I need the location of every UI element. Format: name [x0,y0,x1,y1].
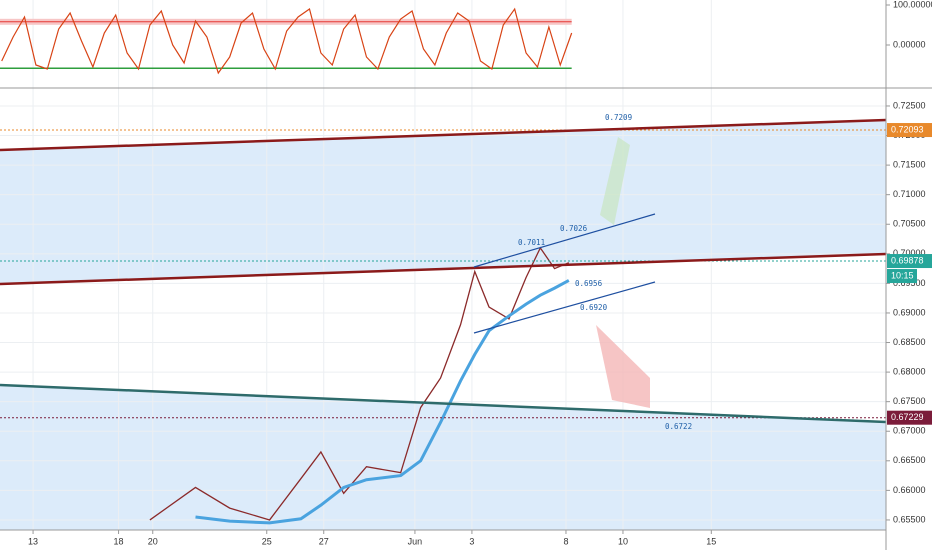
osc-y-tick-label: 0.00000 [893,39,926,49]
price-label: 0.69878 [891,255,924,265]
up-arrow [600,137,630,225]
annotation: 0.6920 [580,303,608,312]
x-tick-label: 8 [563,536,568,546]
y-tick-label: 0.72500 [893,100,926,110]
x-tick-label: 3 [469,536,474,546]
y-tick-label: 0.68000 [893,366,926,376]
channel-line [0,118,887,152]
x-tick-label: 25 [262,536,272,546]
series-line [195,279,570,525]
x-tick-label: Jun [408,536,423,546]
y-tick-label: 0.66000 [893,485,926,495]
y-tick-label: 0.71000 [893,189,926,199]
y-tick-label: 0.65500 [893,514,926,524]
annotation: 0.6722 [665,422,692,431]
osc-line [1,7,573,75]
y-tick-label: 0.67500 [893,396,926,406]
trend-line [0,383,887,424]
x-tick-label: 15 [706,536,716,546]
osc-y-tick-label: 100.00000 [893,0,932,9]
channel-line [0,252,887,286]
countdown: 10:15 [891,270,914,280]
wedge-line [473,213,656,268]
annotation: 0.7209 [605,113,632,122]
annotation: 0.6956 [575,279,603,288]
labels: 0.725000.720000.715000.710000.705000.700… [28,0,932,546]
y-tick-label: 0.66500 [893,455,926,465]
y-tick-label: 0.68500 [893,337,926,347]
x-tick-label: 13 [28,536,38,546]
y-tick-label: 0.71500 [893,159,926,169]
price-label: 0.67229 [891,412,924,422]
y-tick-label: 0.70500 [893,219,926,229]
marks [0,7,886,525]
price-label-box [887,123,932,138]
annotation: 0.7011 [518,238,545,247]
price-label-box [887,254,932,269]
down-arrow [596,325,650,408]
channel-fill [0,120,886,284]
y-tick-label: 0.70000 [893,248,926,258]
y-tick-label: 0.69000 [893,307,926,317]
x-tick-label: 18 [114,536,124,546]
price-label: 0.72093 [891,124,924,134]
x-tick-label: 10 [618,536,628,546]
y-tick-label: 0.67000 [893,426,926,436]
countdown-box [887,269,917,284]
annotation: 0.7026 [560,224,588,233]
channel-fill [0,385,886,530]
wedge-line [473,281,656,334]
x-tick-label: 27 [319,536,329,546]
x-tick-label: 20 [148,536,158,546]
price-label-box [887,410,932,425]
series-line [149,246,570,521]
